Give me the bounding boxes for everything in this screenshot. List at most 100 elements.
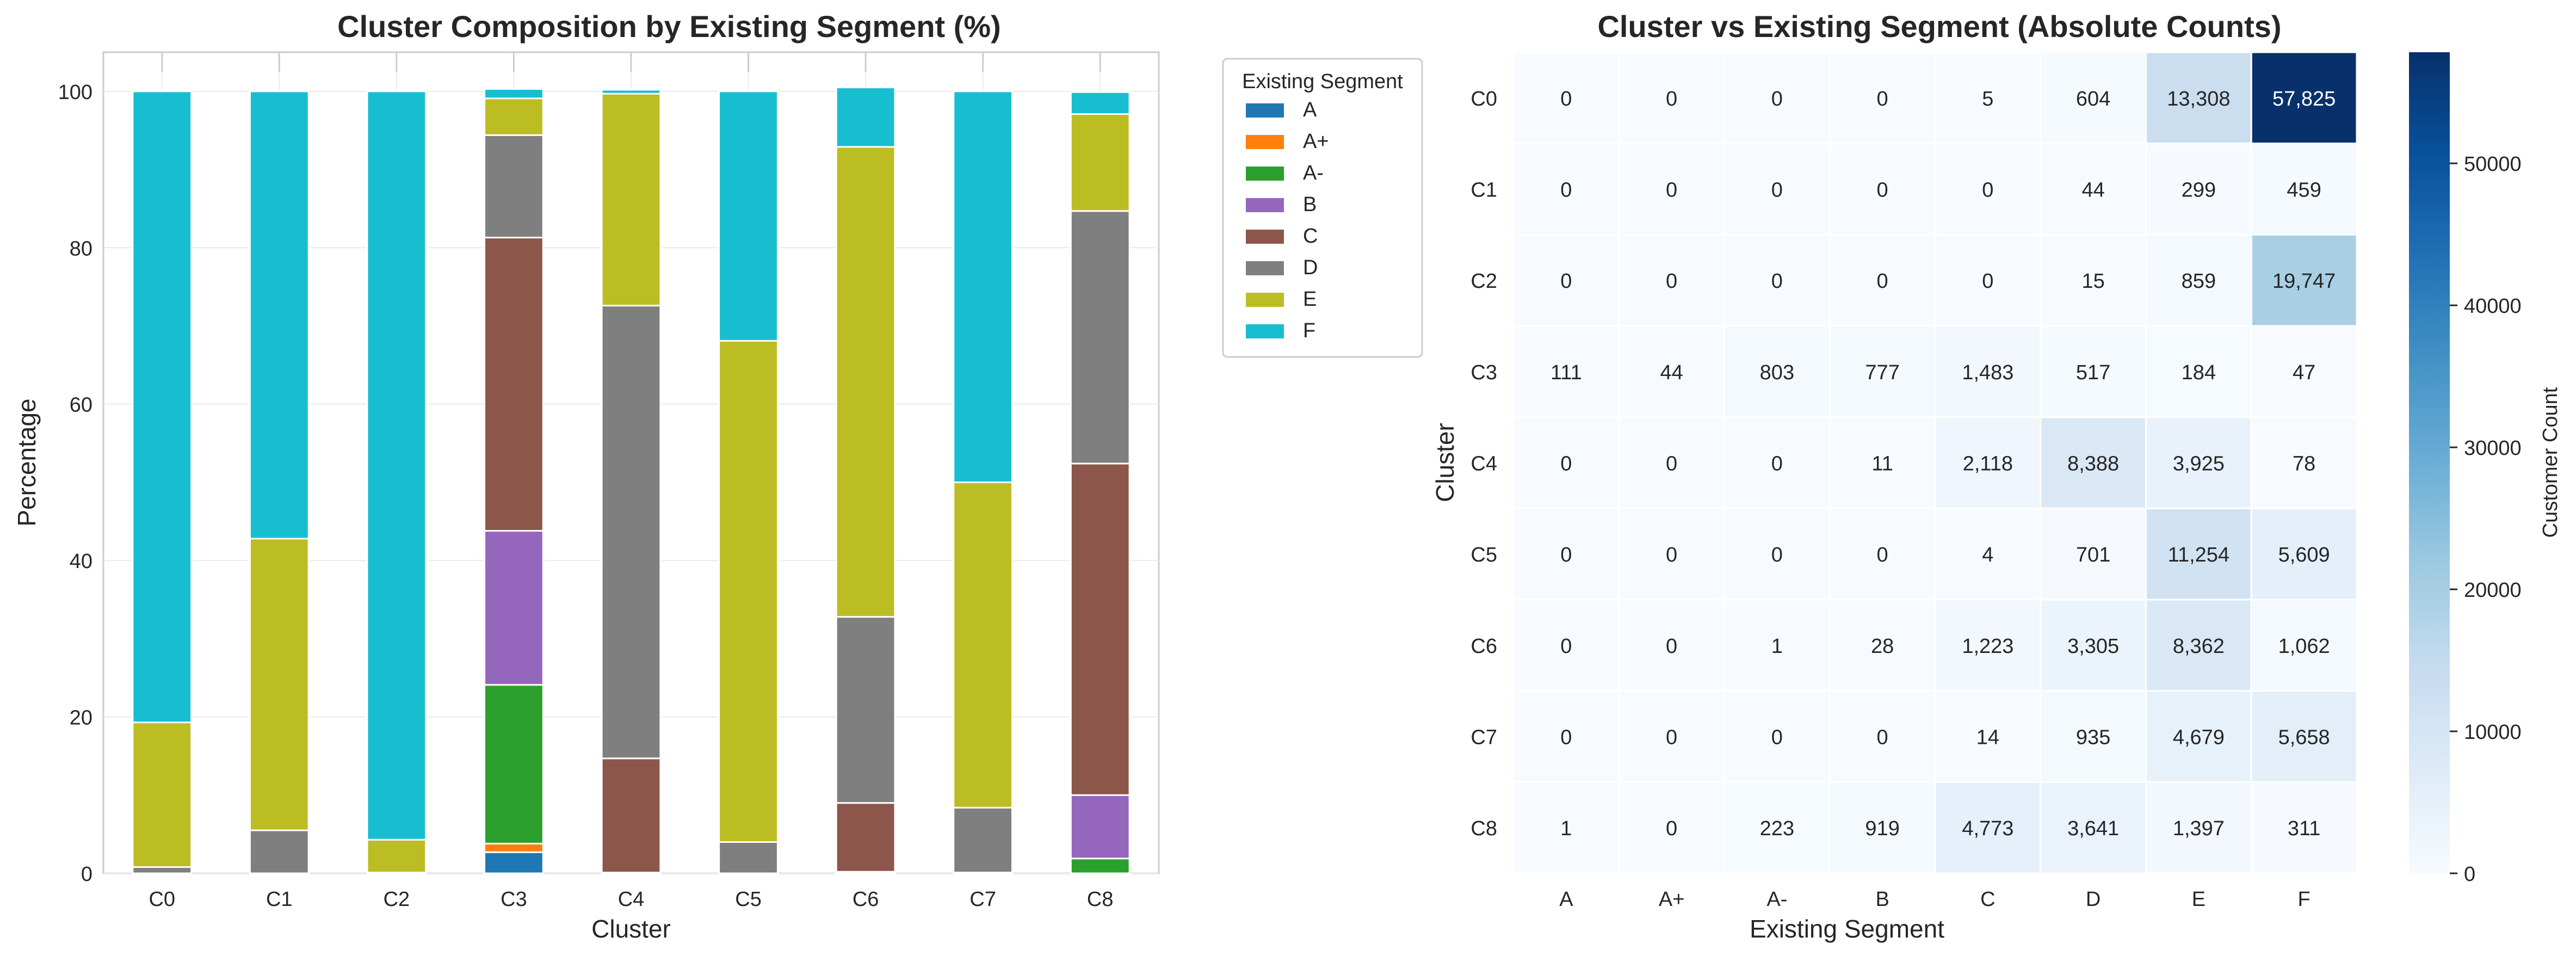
heatmap-chart: Cluster vs Existing Segment (Absolute Co… <box>1431 9 2562 943</box>
heatmap-cell <box>1512 507 1620 601</box>
heatmap-cell-label: 4,679 <box>2173 726 2225 749</box>
bar-x-tick-label: C2 <box>384 888 410 911</box>
heatmap-y-tick-label: C1 <box>1471 179 1497 202</box>
colorbar-tick-label: 20000 <box>2464 579 2522 602</box>
legend-entry-label: C <box>1303 225 1318 248</box>
heatmap-cell-label: 111 <box>1550 361 1582 384</box>
heatmap-cell-label: 19,747 <box>2272 270 2336 293</box>
heatmap-title: Cluster vs Existing Segment (Absolute Co… <box>1597 9 2281 44</box>
heatmap-cell-label: 1,062 <box>2278 635 2330 658</box>
heatmap-cell-label: 0 <box>1666 635 1677 658</box>
heatmap-cell <box>1934 325 2042 418</box>
heatmap-cell <box>1618 233 1725 327</box>
heatmap-cell-label: 57,825 <box>2272 88 2336 110</box>
heatmap-x-tick-label: E <box>2192 888 2206 911</box>
heatmap-cell <box>1618 781 1725 874</box>
legend-swatch <box>1246 135 1284 149</box>
bar-segment <box>484 851 544 874</box>
heatmap-cell-label: 0 <box>1771 453 1783 476</box>
bar-x-tick-label: C1 <box>266 888 293 911</box>
bar-segment <box>1070 91 1131 115</box>
heatmap-cell <box>1512 690 1620 783</box>
heatmap-cell-label: 0 <box>1666 88 1677 110</box>
heatmap-cell-label: 0 <box>1666 179 1677 202</box>
heatmap-cell <box>2040 781 2147 874</box>
heatmap-cell <box>1618 599 1725 692</box>
heatmap-cell-label: 919 <box>1865 817 1899 840</box>
heatmap-cell <box>2145 416 2252 509</box>
heatmap-cell-label: 78 <box>2293 453 2315 476</box>
bar-y-tick-label: 40 <box>70 550 92 573</box>
heatmap-cell <box>1828 416 1936 509</box>
heatmap-y-tick-labels: C0 C1 C2 C3 C4 C5 C6 C7 C8 <box>1471 88 1497 840</box>
heatmap-cell <box>2145 51 2252 145</box>
heatmap-cell <box>2040 599 2147 692</box>
heatmap-y-tick-label: C4 <box>1471 453 1497 476</box>
bar-segment <box>1070 113 1131 212</box>
bar-segment <box>132 866 193 874</box>
heatmap-cell-label: 517 <box>2076 361 2110 384</box>
heatmap-y-tick-label: C3 <box>1471 361 1497 384</box>
colorbar <box>2409 52 2450 873</box>
heatmap-cell-label: 0 <box>1666 270 1677 293</box>
heatmap-y-axis-label: Cluster <box>1431 423 1459 502</box>
heatmap-cell <box>2145 325 2252 418</box>
bar-chart-title: Cluster Composition by Existing Segment … <box>337 9 1001 44</box>
bar-segment <box>835 616 896 804</box>
heatmap-y-tick-label: C5 <box>1471 544 1497 566</box>
bar-segment <box>249 829 310 874</box>
legend-swatch <box>1246 166 1284 181</box>
heatmap-cell-label: 0 <box>1560 726 1572 749</box>
bar-segment <box>601 757 662 874</box>
legend-swatch <box>1246 103 1284 118</box>
heatmap-cell-label: 0 <box>1771 179 1783 202</box>
bar-x-tick-labels: C0 C1 C2 C3 C4 C5 C6 C7 C8 <box>149 888 1113 911</box>
heatmap-cell <box>2145 143 2252 236</box>
legend-entry-label: A <box>1303 98 1317 121</box>
heatmap-cell <box>1723 51 1831 145</box>
heatmap-cells <box>1512 51 2358 874</box>
heatmap-cell-label: 8,362 <box>2173 635 2225 658</box>
heatmap-cell-label: 4 <box>1982 544 1993 566</box>
heatmap-cell <box>1828 143 1936 236</box>
legend-swatch <box>1246 324 1284 338</box>
heatmap-cell-label: 0 <box>1771 88 1783 110</box>
heatmap-cell-label: 3,925 <box>2173 453 2225 476</box>
legend-swatch <box>1246 293 1284 307</box>
heatmap-cell <box>1618 690 1725 783</box>
heatmap-cell <box>2250 143 2358 236</box>
bar-segment <box>718 340 779 843</box>
heatmap-cell <box>2250 781 2358 874</box>
heatmap-cell-label: 803 <box>1760 361 1794 384</box>
heatmap-cell <box>1934 416 2042 509</box>
heatmap-cell-label: 0 <box>1666 726 1677 749</box>
heatmap-cell-label: 0 <box>1877 544 1888 566</box>
bar-segment <box>718 841 779 874</box>
bar-segment <box>835 146 896 618</box>
heatmap-cell <box>1934 507 2042 601</box>
heatmap-cell-label: 0 <box>1982 179 1993 202</box>
heatmap-cell-label: 0 <box>1771 544 1783 566</box>
heatmap-cell-label: 777 <box>1865 361 1899 384</box>
heatmap-x-axis-label: Existing Segment <box>1750 915 1944 943</box>
heatmap-cell-label: 15 <box>2081 270 2104 293</box>
heatmap-cell <box>1618 507 1725 601</box>
bar-top-ticks <box>161 52 1101 72</box>
heatmap-cell-label: 0 <box>1877 88 1888 110</box>
bar-segment <box>718 90 779 342</box>
bar-segment <box>1070 210 1131 465</box>
bar-y-tick-label: 100 <box>58 81 92 104</box>
heatmap-x-tick-labels: A A+ A- B C D E F <box>1559 888 2311 911</box>
heatmap-cell-label: 0 <box>1982 270 1993 293</box>
heatmap-cell <box>1723 233 1831 327</box>
heatmap-cell <box>2040 507 2147 601</box>
heatmap-cell <box>1828 233 1936 327</box>
bar-segment <box>132 721 193 868</box>
bar-segment <box>953 481 1014 809</box>
heatmap-cell-label: 13,308 <box>2167 88 2230 110</box>
heatmap-cell <box>2250 416 2358 509</box>
legend-frame <box>1222 58 1423 358</box>
heatmap-y-tick-label: C8 <box>1471 817 1497 840</box>
